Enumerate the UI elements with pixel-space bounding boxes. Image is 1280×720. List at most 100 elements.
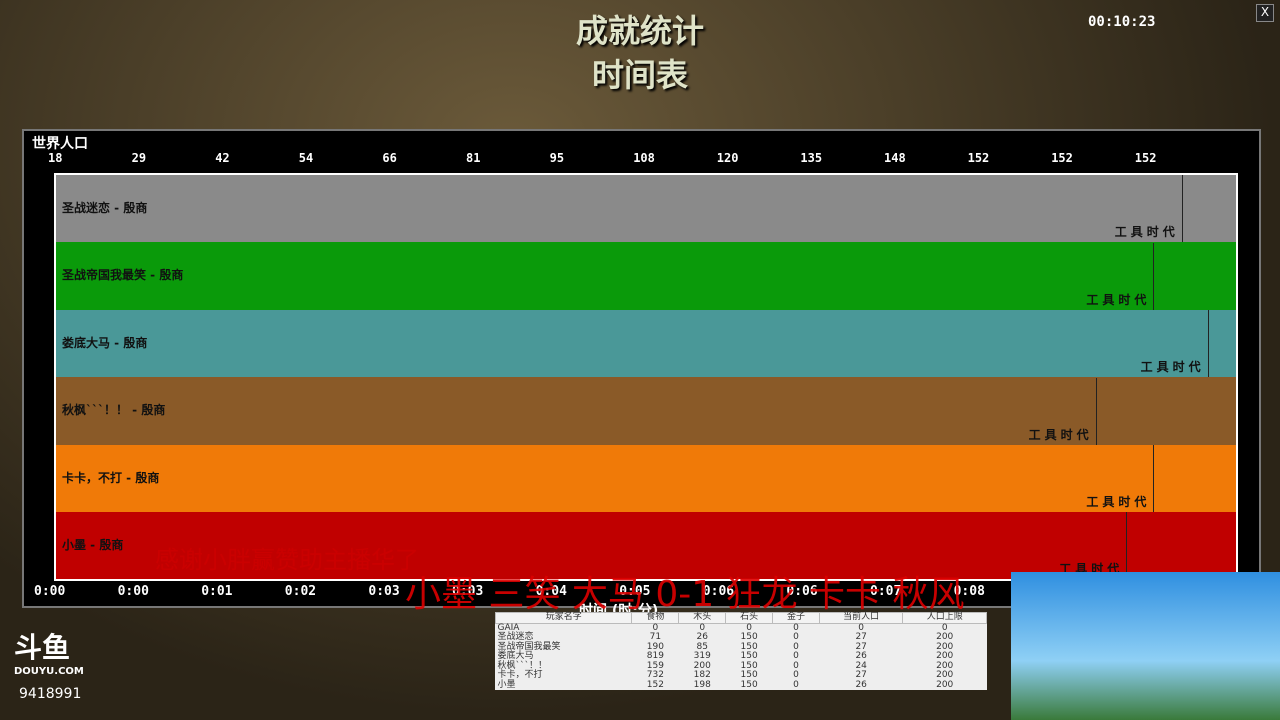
table-cell: 24 — [855, 660, 867, 671]
table-row: 秋枫```！！ 159 200 150 0 24 200 — [496, 660, 987, 672]
table-cell: 71 — [649, 632, 662, 642]
resource-table: 玩家名字 食物 木头 石头 金子 当前人口 人口上限 GAIA 0 0 0 0 0 0 圣战迷恋 71 26 15… — [494, 612, 987, 690]
table-cell: 150 — [740, 641, 758, 652]
time-tick: 0:03 — [452, 584, 484, 599]
table-cell: 200 — [936, 679, 954, 690]
table-row: GAIA 0 0 0 0 0 0 — [496, 623, 987, 633]
age-marker: 工具时代 — [1086, 444, 1155, 512]
table-row: 圣战帝国我最笑 190 85 150 0 27 200 — [496, 641, 987, 653]
table-cell: 0 — [699, 622, 706, 633]
table-cell: 0 — [746, 622, 752, 633]
room-id: 9418991 — [19, 686, 82, 702]
table-cell: 0 — [793, 622, 799, 633]
table-cell: 150 — [740, 651, 758, 661]
table-cell: 819 — [646, 651, 664, 661]
table-cell: 150 — [740, 660, 758, 671]
player-label: 卡卡，不打 - 殷商 — [62, 470, 160, 485]
age-marker: 工具时代 — [1115, 175, 1183, 243]
table-cell: GAIA — [497, 622, 520, 633]
table-cell: 0 — [793, 641, 799, 652]
age-label: 工具时代 — [1028, 427, 1093, 442]
table-cell: 319 — [693, 651, 711, 661]
time-tick: 0:08 — [953, 584, 985, 599]
player-label: 娄底大马 - 殷商 — [62, 335, 148, 350]
age-label: 工具时代 — [1086, 292, 1151, 307]
table-row: 圣战迷恋 71 26 150 0 27 200 — [496, 632, 987, 643]
player-band: 小墨 - 殷商 工具时代 — [56, 512, 1236, 579]
close-button[interactable]: X — [1256, 4, 1274, 22]
time-tick: 0:06 — [786, 584, 818, 599]
column-header: 食物 — [631, 612, 680, 624]
table-cell: 190 — [646, 641, 664, 652]
table-cell: 732 — [646, 670, 664, 680]
column-header: 金子 — [772, 612, 820, 624]
table-cell: 0 — [793, 651, 799, 661]
table-cell: 娄底大马 — [497, 651, 534, 661]
population-tick: 81 — [466, 151, 481, 165]
population-tick: 152 — [1134, 151, 1157, 165]
table-cell: 200 — [693, 660, 711, 671]
population-tick: 135 — [800, 151, 823, 165]
overlay-score: 小墨 三笑 大马 0-1 狂龙 卡卡 秋风 — [405, 574, 965, 615]
population-tick: 18 — [48, 151, 63, 165]
table-cell: 小墨 — [497, 679, 516, 690]
table-cell: 0 — [652, 622, 659, 633]
table-cell: 182 — [693, 670, 711, 680]
table-cell: 152 — [646, 679, 664, 690]
player-band: 秋枫```！！ - 殷商 工具时代 — [56, 377, 1236, 445]
player-label: 小墨 - 殷商 — [62, 538, 124, 552]
logo-subtext: DOUYU.COM — [14, 666, 84, 677]
time-tick: 0:05 — [619, 584, 651, 599]
population-tick: 120 — [716, 151, 739, 165]
table-cell: 200 — [936, 632, 954, 642]
age-label: 工具时代 — [1114, 225, 1179, 240]
time-tick: 0:03 — [368, 584, 400, 599]
timeline-panel: 世界人口 18 29 42 54 66 81 95 108 120 135 148 152 152 152… — [22, 129, 1261, 619]
table-cell: 27 — [855, 670, 867, 680]
population-tick: 152 — [967, 151, 990, 165]
time-tick: 0:07 — [870, 584, 902, 599]
table-cell: 卡卡，不打 — [497, 670, 543, 680]
webcam-image — [1011, 572, 1280, 720]
timeline-chart: 圣战迷恋 - 殷商 工具时代 圣战帝国我最笑 - 殷商 工具时代 娄底大马 - 殷商 工具… — [54, 173, 1238, 581]
table-cell: 0 — [941, 622, 948, 633]
population-tick: 42 — [215, 151, 230, 165]
table-cell: 圣战帝国我最笑 — [497, 641, 561, 652]
time-tick: 0:04 — [535, 584, 567, 599]
table-row: 卡卡，不打 732 182 150 0 27 200 — [496, 670, 987, 681]
column-header: 人口上限 — [902, 612, 987, 624]
column-header: 木头 — [678, 612, 727, 624]
table-cell: 27 — [855, 641, 867, 652]
population-tick: 54 — [298, 151, 314, 165]
table-cell: 200 — [936, 641, 954, 652]
table-cell: 200 — [936, 660, 954, 671]
player-label: 圣战迷恋 - 殷商 — [62, 201, 148, 215]
time-tick: 0:00 — [117, 584, 149, 599]
population-tick: 29 — [131, 151, 147, 165]
time-tick: 0:00 — [34, 584, 66, 599]
page-title: 成就统计 — [575, 12, 704, 50]
time-tick: 0:01 — [201, 584, 233, 599]
player-band: 圣战迷恋 - 殷商工具时代 — [56, 175, 1236, 243]
table-cell: 0 — [793, 660, 799, 671]
logo-text: 斗鱼 — [14, 631, 71, 664]
column-header: 石头 — [725, 612, 774, 624]
table-cell: 200 — [936, 670, 954, 680]
age-marker: 工具时代 — [1059, 512, 1128, 579]
table-cell: 159 — [646, 660, 664, 671]
population-tick: 108 — [633, 151, 655, 165]
age-label: 工具时代 — [1140, 360, 1205, 375]
table-cell: 0 — [793, 679, 799, 690]
column-header: 玩家名字 — [494, 612, 633, 624]
table-cell: 200 — [936, 651, 954, 661]
table-cell: 0 — [793, 670, 799, 680]
population-tick: 95 — [549, 151, 565, 165]
chart-title: 世界人口 — [32, 136, 88, 152]
player-label: 圣战帝国我最笑 - 殷商 — [62, 268, 184, 283]
table-cell: 秋枫```！！ — [497, 660, 548, 671]
table-cell: 26 — [855, 651, 867, 661]
table-cell: 0 — [858, 622, 865, 633]
table-cell: 27 — [855, 632, 867, 642]
time-tick: 0:02 — [284, 584, 317, 599]
age-marker: 工具时代 — [1029, 377, 1097, 445]
